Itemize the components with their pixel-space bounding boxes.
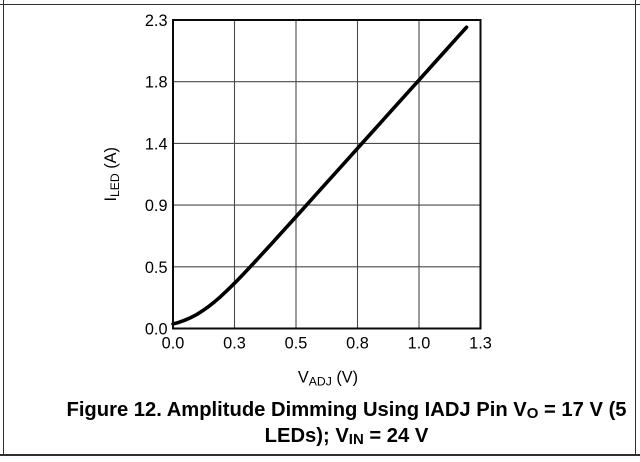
y-tick-label: 0.9 xyxy=(145,197,168,215)
x-tick-label: 0.3 xyxy=(223,335,246,353)
figure-caption-line2: LEDs); VIN = 24 V xyxy=(264,424,429,448)
figure-caption-line1: Figure 12. Amplitude Dimming Using IADJ … xyxy=(66,398,627,422)
gridlines xyxy=(173,20,481,329)
page-border-right xyxy=(634,0,636,456)
x-axis-title: VADJ (V) xyxy=(298,369,358,389)
y-tick-label: 1.4 xyxy=(145,135,168,153)
x-tick-label: 1.0 xyxy=(408,335,431,353)
x-tick-label: 0.8 xyxy=(346,335,369,353)
page-border-bottom xyxy=(0,454,640,456)
x-tick-label: 0.0 xyxy=(162,335,185,353)
y-tick-label: 1.8 xyxy=(145,74,168,92)
x-tick-label: 0.5 xyxy=(285,335,308,353)
y-tick-label: 2.3 xyxy=(145,12,168,30)
x-tick-labels: 0.0 0.3 0.5 0.8 1.0 1.3 xyxy=(162,335,492,353)
page-border-left xyxy=(3,0,5,456)
x-tick-label: 1.3 xyxy=(469,335,492,353)
page-border-top xyxy=(0,4,640,6)
y-tick-label: 0.0 xyxy=(145,321,168,339)
plot-frame xyxy=(172,19,482,330)
y-tick-labels: 0.0 0.5 0.9 1.4 1.8 2.3 xyxy=(145,12,168,339)
caption-subscript-in: IN xyxy=(348,430,364,448)
curve-series xyxy=(171,25,469,326)
y-axis-title: ILED (A) xyxy=(102,147,122,201)
y-tick-label: 0.5 xyxy=(145,259,168,277)
caption-subscript-o: O xyxy=(526,404,539,422)
